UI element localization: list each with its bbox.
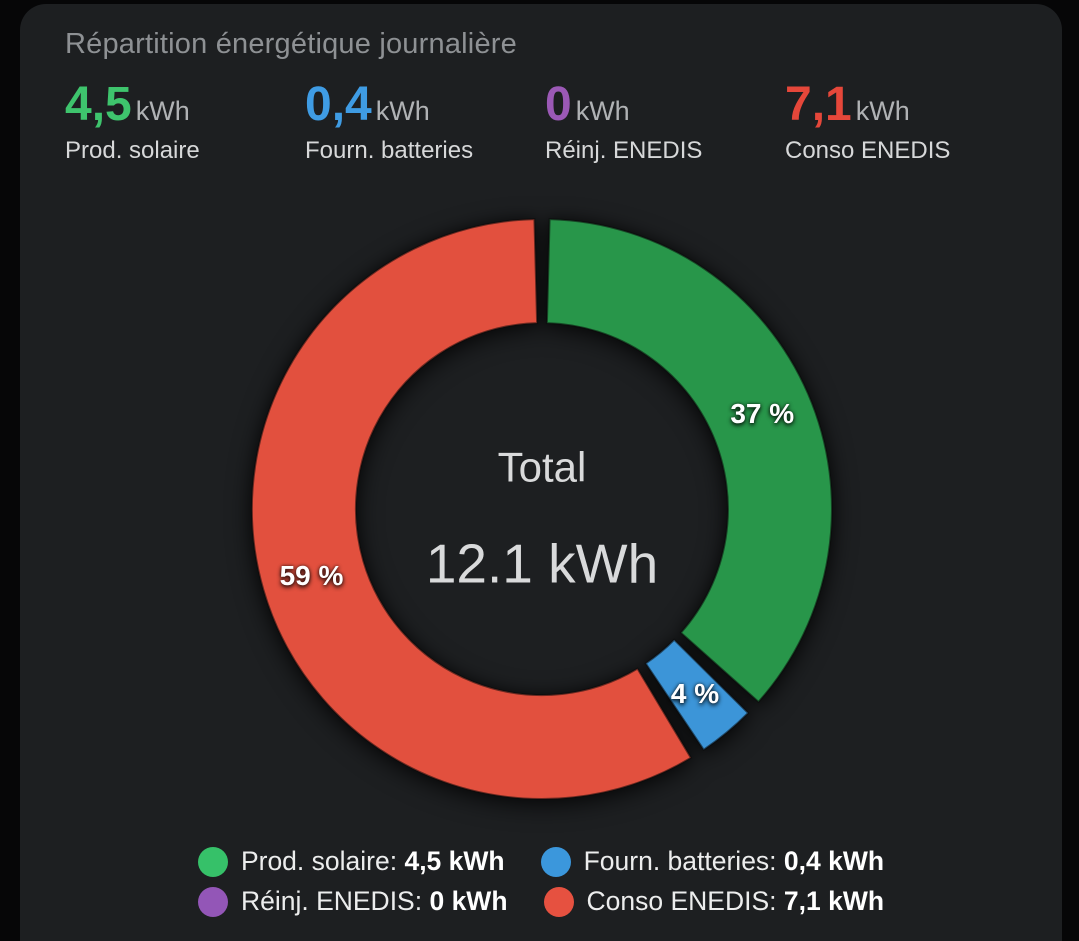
stat-unit: kWh [135, 96, 190, 126]
legend-label: Prod. solaire: 4,5 kWh [240, 846, 505, 876]
legend-item-2[interactable]: Réinj. ENEDIS: 0 kWh [197, 886, 508, 917]
legend-color-dot [197, 846, 228, 877]
legend-row-2: Réinj. ENEDIS: 0 kWh Conso ENEDIS: 7,1 k… [197, 886, 885, 917]
stat-column-2: 0 kWh Réinj. ENEDIS [545, 78, 785, 165]
legend-color-dot [197, 886, 228, 917]
chart-legend: Prod. solaire: 4,5 kWh Fourn. batteries:… [20, 846, 1062, 917]
donut-chart: Total 12.1 kWh 37 % 4 % 59 % [202, 179, 882, 859]
legend-row-1: Prod. solaire: 4,5 kWh Fourn. batteries:… [197, 846, 885, 877]
stat-column-3: 7,1 kWh Conso ENEDIS [785, 78, 1025, 165]
stat-label: Prod. solaire [65, 137, 200, 165]
legend-item-1[interactable]: Fourn. batteries: 0,4 kWh [540, 846, 885, 877]
stat-column-0: 4,5 kWh Prod. solaire [65, 78, 305, 165]
donut-segment-2[interactable] [250, 218, 693, 801]
legend-label: Réinj. ENEDIS: 0 kWh [240, 886, 508, 916]
legend-label: Conso ENEDIS: 7,1 kWh [586, 886, 885, 916]
stat-label: Fourn. batteries [305, 137, 474, 165]
legend-color-dot [543, 886, 574, 917]
legend-label: Fourn. batteries: 0,4 kWh [583, 846, 885, 876]
stat-unit: kWh [855, 96, 910, 126]
stat-label: Réinj. ENEDIS [545, 137, 703, 165]
donut-segment-1[interactable] [644, 638, 750, 752]
card-title: Répartition énergétique journalière [65, 28, 517, 60]
stat-value: 0,4 [305, 78, 372, 131]
legend-item-3[interactable]: Conso ENEDIS: 7,1 kWh [543, 886, 885, 917]
stats-row: 4,5 kWh Prod. solaire 0,4 kWh Fourn. bat… [65, 78, 1025, 165]
legend-color-dot [540, 846, 571, 877]
stat-unit: kWh [575, 96, 630, 126]
stat-value-line: 7,1 kWh [785, 78, 1025, 131]
stat-value: 4,5 [65, 78, 132, 131]
stat-label: Conso ENEDIS [785, 137, 951, 165]
donut-svg [250, 218, 833, 801]
stat-value-line: 4,5 kWh [65, 78, 305, 131]
stat-value-line: 0 kWh [545, 78, 785, 131]
stat-value: 0 [545, 78, 572, 131]
donut-segment-0[interactable] [545, 218, 833, 704]
energy-distribution-card: Répartition énergétique journalière 4,5 … [20, 4, 1062, 941]
legend-item-0[interactable]: Prod. solaire: 4,5 kWh [197, 846, 505, 877]
stat-column-1: 0,4 kWh Fourn. batteries [305, 78, 545, 165]
stat-value: 7,1 [785, 78, 852, 131]
stat-unit: kWh [375, 96, 430, 126]
stat-value-line: 0,4 kWh [305, 78, 545, 131]
